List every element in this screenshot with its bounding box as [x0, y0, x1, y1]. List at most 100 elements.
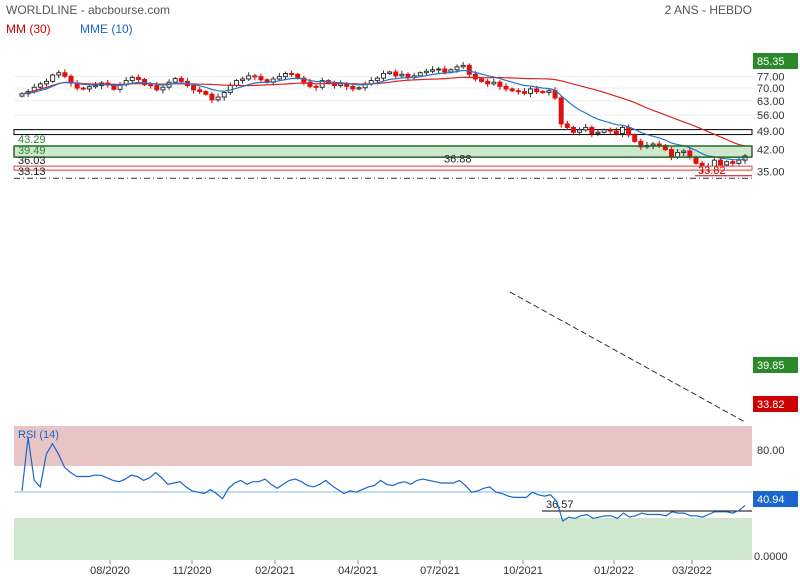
candle-body	[626, 126, 632, 136]
candle-body	[160, 86, 166, 91]
candle-body	[730, 161, 736, 164]
candle-body	[356, 87, 362, 90]
candle-body	[436, 68, 442, 71]
candle-body	[44, 80, 50, 85]
candle-body	[589, 126, 595, 135]
candle-body	[313, 85, 319, 88]
level-label-33-13: 33.13	[18, 166, 46, 178]
rsi-tick-80: 80.00	[757, 445, 785, 457]
price-badges: 85.35 39.85 33.82	[753, 53, 798, 412]
rsi-panel: RSI (14) 36.57 80.00 0.0000 40.94	[14, 426, 798, 563]
candle-body	[668, 149, 674, 158]
candle-body	[558, 97, 564, 125]
candle-body	[564, 123, 570, 128]
candle-body	[154, 85, 160, 91]
candle-body	[466, 64, 472, 75]
price-low-badge-text: 33.82	[757, 399, 785, 411]
candle-body	[19, 93, 25, 97]
candle-body	[534, 88, 540, 93]
candle-body	[503, 85, 509, 90]
rsi-title: RSI (14)	[18, 429, 59, 441]
price-high-badge-box	[753, 53, 798, 69]
candle-body	[344, 83, 350, 87]
rsi-level-label: 36.57	[546, 499, 574, 511]
rsi-overbought-zone	[14, 426, 752, 466]
chart-title: WORLDLINE - abcbourse.com	[6, 3, 170, 17]
rsi-last-value: 40.94	[757, 494, 785, 506]
candle-body	[724, 161, 730, 166]
candle-body	[570, 126, 576, 133]
candle-body	[387, 71, 393, 75]
candle-body	[619, 126, 625, 135]
level-label-0: 43.29	[18, 134, 46, 146]
candle-body	[93, 85, 99, 88]
candle-body	[252, 75, 258, 78]
candle-body	[577, 129, 583, 133]
candle-body	[178, 77, 184, 82]
candle-body	[172, 77, 178, 83]
candle-body	[37, 83, 43, 88]
rsi-series	[21, 437, 746, 522]
candle-body	[528, 88, 534, 94]
moving-average-lines	[21, 69, 746, 161]
price-tick-label: 63.00	[757, 96, 785, 108]
candle-body	[135, 76, 141, 80]
price-tick-label: 49.00	[757, 126, 785, 138]
candle-body	[515, 90, 521, 93]
candle-body	[540, 91, 546, 94]
candle-body	[215, 96, 221, 101]
candle-body	[227, 85, 233, 93]
candle-body	[632, 134, 638, 142]
candle-body	[491, 81, 497, 85]
price-tick-label: 35.00	[757, 167, 785, 179]
price-last-badge-box	[753, 357, 798, 373]
price-tick-label: 56.00	[757, 110, 785, 122]
price-plot-area	[14, 45, 752, 421]
candle-body	[650, 143, 656, 146]
level-label-36-03: 36.03	[18, 155, 46, 167]
candle-body	[479, 78, 485, 82]
x-tick-label: 10/2021	[503, 565, 543, 577]
candle-body	[736, 159, 742, 164]
level-label-1: 39.49	[18, 145, 46, 157]
candle-body	[399, 73, 405, 77]
candle-body	[442, 68, 448, 73]
x-tick-label: 02/2021	[255, 565, 295, 577]
candle-body	[246, 75, 252, 80]
candle-body	[521, 91, 527, 94]
candle-body	[393, 71, 399, 77]
candle-body	[282, 73, 288, 78]
candle-body	[31, 86, 37, 93]
candle-body	[197, 89, 203, 93]
candle-body	[460, 64, 466, 68]
candle-body	[546, 90, 552, 93]
candle-body	[148, 84, 154, 87]
candle-body	[276, 76, 282, 80]
candle-body	[142, 78, 148, 86]
candle-body	[80, 87, 86, 90]
candle-body	[613, 130, 619, 135]
candle-body	[717, 159, 723, 166]
candle-body	[656, 143, 662, 146]
candle-body	[240, 78, 246, 82]
price-low-badge-box	[753, 396, 798, 412]
level-label-36-88: 36.88	[444, 153, 472, 165]
candle-body	[601, 129, 607, 133]
candle-body	[301, 77, 307, 83]
legend-ma30: MM (30)	[6, 22, 51, 36]
candle-body	[583, 126, 589, 131]
candle-body	[693, 156, 699, 164]
candle-body	[472, 73, 478, 80]
rsi-oversold-zone	[14, 518, 752, 560]
candle-body	[56, 72, 62, 76]
candle-body	[687, 150, 693, 158]
candle-body	[405, 73, 411, 78]
candle-body	[430, 69, 436, 72]
candle-body	[638, 140, 644, 148]
candle-body	[374, 77, 380, 82]
x-tick-label: 01/2022	[594, 565, 634, 577]
candle-body	[86, 86, 92, 90]
